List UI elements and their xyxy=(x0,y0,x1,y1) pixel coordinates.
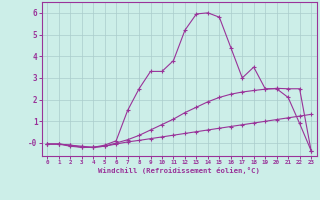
X-axis label: Windchill (Refroidissement éolien,°C): Windchill (Refroidissement éolien,°C) xyxy=(98,167,260,174)
